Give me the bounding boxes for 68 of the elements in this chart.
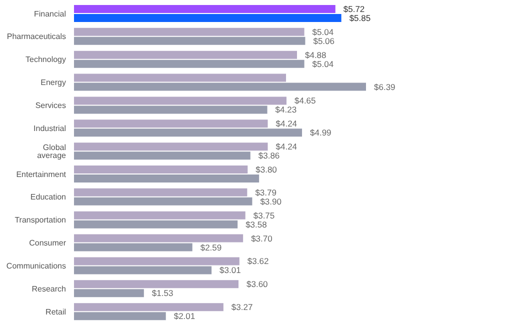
y-tick-label: Entertainment bbox=[16, 170, 67, 179]
data-label: $5.04 bbox=[312, 58, 334, 69]
y-tick-label: Pharmaceuticals bbox=[6, 32, 66, 42]
data-label: $3.62 bbox=[247, 256, 269, 266]
data-label: $4.23 bbox=[275, 104, 297, 115]
bar bbox=[74, 211, 246, 220]
data-label: $3.01 bbox=[220, 265, 242, 276]
bar bbox=[74, 152, 250, 160]
bar bbox=[74, 312, 166, 320]
bar bbox=[74, 197, 252, 206]
bar bbox=[74, 28, 304, 36]
bar bbox=[74, 166, 248, 174]
bar bbox=[74, 106, 268, 114]
bar bbox=[74, 50, 297, 59]
data-label: $2.59 bbox=[200, 242, 222, 252]
y-tick-label: Financial bbox=[34, 9, 66, 18]
data-label: $4.88 bbox=[305, 50, 327, 60]
y-tick-label: Consumer bbox=[29, 238, 66, 248]
data-label: $3.80 bbox=[256, 164, 278, 174]
data-label: $3.60 bbox=[246, 279, 268, 290]
bar bbox=[74, 142, 268, 151]
data-label: $4.24 bbox=[276, 142, 298, 152]
bar bbox=[74, 257, 240, 266]
data-label: $4.99 bbox=[310, 128, 332, 138]
data-label: $5.85 bbox=[349, 13, 371, 23]
data-label: $5.06 bbox=[313, 36, 335, 46]
data-label: $3.90 bbox=[260, 196, 282, 206]
data-label: $4.24 bbox=[276, 118, 298, 129]
y-tick-label: Transportation bbox=[14, 216, 66, 225]
bar bbox=[74, 5, 336, 13]
y-tick-label: Technology bbox=[26, 55, 66, 64]
data-label: $3.86 bbox=[258, 150, 280, 161]
bar bbox=[74, 188, 248, 196]
y-tick-label: Education bbox=[30, 192, 66, 202]
data-label: $3.27 bbox=[231, 302, 253, 312]
y-tick-label: Services bbox=[35, 101, 66, 110]
bar bbox=[74, 289, 144, 298]
bar bbox=[74, 243, 192, 252]
y-tick-label: Global average bbox=[37, 142, 67, 160]
bar bbox=[74, 96, 286, 105]
bar bbox=[74, 74, 286, 82]
data-label: $5.04 bbox=[312, 26, 334, 37]
data-label: $2.01 bbox=[174, 311, 196, 322]
bar bbox=[74, 82, 366, 91]
bar bbox=[74, 14, 342, 22]
y-tick-label: Industrial bbox=[34, 124, 66, 133]
bar bbox=[74, 234, 244, 242]
data-label: $5.72 bbox=[343, 4, 365, 14]
y-tick-label: Energy bbox=[40, 78, 66, 88]
bar bbox=[74, 36, 306, 45]
bar bbox=[74, 280, 239, 288]
data-label: $6.39 bbox=[374, 82, 396, 92]
bar bbox=[74, 120, 268, 128]
y-tick-label: Communications bbox=[6, 262, 66, 271]
bar bbox=[74, 174, 260, 182]
bar bbox=[74, 266, 212, 274]
bar bbox=[74, 128, 302, 137]
data-label: $3.58 bbox=[246, 219, 268, 230]
data-label: $1.53 bbox=[152, 288, 174, 298]
data-label: $3.75 bbox=[253, 210, 275, 220]
bar bbox=[74, 60, 304, 68]
data-label: $3.79 bbox=[255, 187, 277, 198]
bar bbox=[74, 220, 238, 228]
data-label: $4.65 bbox=[294, 96, 316, 106]
y-tick-label: Retail bbox=[46, 307, 66, 316]
data-label: $3.70 bbox=[251, 233, 273, 244]
bar bbox=[74, 303, 224, 312]
y-tick-label: Research bbox=[32, 284, 66, 294]
